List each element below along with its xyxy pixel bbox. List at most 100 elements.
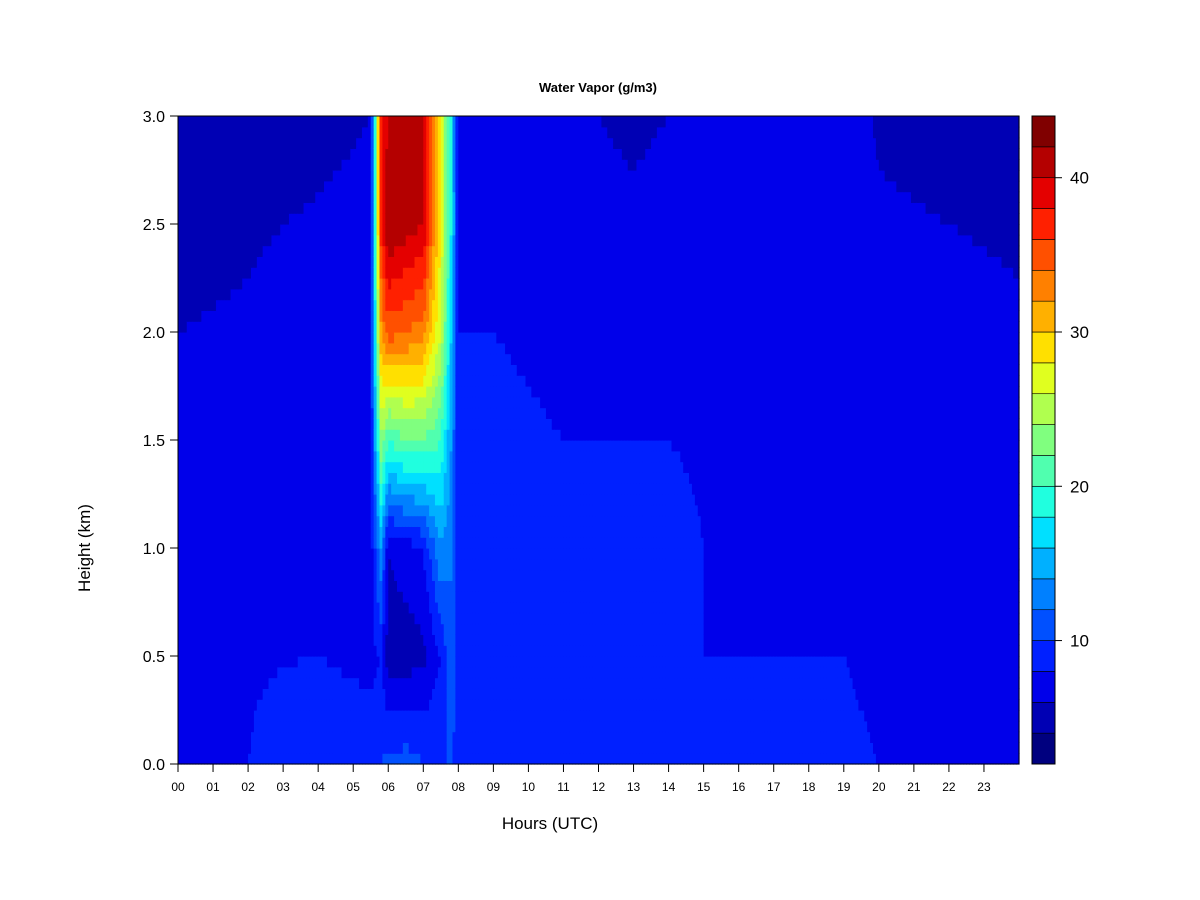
heatmap-cell (180, 645, 185, 657)
heatmap-cell (180, 742, 185, 754)
heatmap-cell (221, 720, 226, 733)
heatmap-cell (245, 645, 249, 657)
heatmap-cell (239, 224, 243, 236)
heatmap-cell (215, 321, 220, 333)
heatmap-cell (183, 515, 188, 527)
heatmap-cell (230, 504, 235, 517)
heatmap-cell (178, 558, 182, 571)
heatmap-cell (180, 483, 185, 495)
heatmap-cell (189, 440, 194, 452)
heatmap-cell (242, 202, 246, 214)
heatmap-cell (189, 386, 194, 398)
heatmap-cell (178, 515, 182, 527)
heatmap-cell (186, 234, 191, 247)
heatmap-cell (224, 202, 229, 214)
heatmap-cell (201, 580, 205, 592)
heatmap-cell (204, 440, 208, 452)
heatmap-cell (213, 267, 217, 279)
heatmap-cell (178, 537, 182, 549)
heatmap-cell (239, 666, 243, 679)
heatmap-cell (215, 494, 220, 506)
heatmap-cell (215, 234, 220, 247)
heatmap-cell (189, 591, 194, 603)
heatmap-cell (198, 753, 202, 765)
heatmap-cell (186, 656, 191, 668)
heatmap-cell (213, 353, 217, 365)
heatmap-cell (218, 418, 223, 430)
heatmap-cell (233, 753, 237, 765)
heatmap-cell (204, 656, 208, 668)
heatmap-cell (230, 461, 235, 473)
heatmap-cell (180, 364, 185, 376)
heatmap-cell (213, 299, 217, 311)
heatmap-cell (239, 710, 243, 722)
heatmap-cell (213, 321, 217, 333)
heatmap-cell (236, 224, 240, 236)
heatmap-cell (210, 148, 214, 160)
heatmap-cell (245, 504, 249, 517)
heatmap-cell (213, 472, 217, 484)
heatmap-cell (230, 472, 235, 484)
heatmap-cell (224, 450, 229, 463)
heatmap-cell (195, 256, 200, 268)
heatmap-cell (186, 299, 191, 311)
heatmap-cell (242, 548, 246, 560)
heatmap-cell (210, 191, 214, 203)
heatmap-cell (192, 126, 197, 139)
heatmap-cell (189, 407, 194, 419)
heatmap-cell (233, 126, 237, 139)
heatmap-cell (224, 116, 229, 128)
heatmap-cell (189, 666, 194, 679)
heatmap-cell (178, 569, 182, 581)
heatmap-cell (224, 429, 229, 441)
heatmap-cell (224, 407, 229, 419)
heatmap-cell (186, 364, 191, 376)
heatmap-cell (210, 202, 214, 214)
heatmap-cell (178, 602, 182, 614)
heatmap-cell (239, 137, 243, 149)
heatmap-cell (221, 364, 226, 376)
heatmap-cell (186, 526, 191, 538)
heatmap-cell (192, 634, 197, 646)
heatmap-cell (221, 202, 226, 214)
heatmap-cell (180, 472, 185, 484)
heatmap-cell (195, 375, 200, 387)
heatmap-cell (215, 699, 220, 711)
heatmap-cell (204, 288, 208, 301)
heatmap-cell (204, 645, 208, 657)
heatmap-cell (239, 310, 243, 322)
heatmap-cell (189, 267, 194, 279)
heatmap-cell (201, 170, 205, 182)
heatmap-cell (218, 591, 223, 603)
heatmap-cell (221, 234, 226, 247)
heatmap-cell (213, 310, 217, 322)
heatmap-cell (198, 332, 202, 344)
heatmap-cell (227, 332, 232, 344)
heatmap-cell (221, 213, 226, 225)
heatmap-cell (207, 688, 211, 700)
heatmap-cell (178, 440, 182, 452)
heatmap-cell (192, 656, 197, 668)
heatmap-cell (201, 591, 205, 603)
heatmap-cell (180, 321, 185, 333)
heatmap-cell (213, 396, 217, 409)
heatmap-cell (224, 375, 229, 387)
heatmap-cell (207, 418, 211, 430)
heatmap-cell (192, 548, 197, 560)
heatmap-cell (236, 548, 240, 560)
heatmap-cell (233, 720, 237, 733)
heatmap-cell (198, 548, 202, 560)
heatmap-cell (245, 602, 249, 614)
heatmap-cell (195, 180, 200, 193)
heatmap-cell (198, 116, 202, 128)
heatmap-cell (186, 472, 191, 484)
heatmap-cell (213, 677, 217, 689)
heatmap-cell (198, 429, 202, 441)
heatmap-cell (207, 753, 211, 765)
heatmap-cell (189, 483, 194, 495)
heatmap-cell (204, 159, 208, 171)
heatmap-cell (236, 677, 240, 689)
heatmap-cell (218, 483, 223, 495)
heatmap-cell (207, 440, 211, 452)
heatmap-cell (207, 569, 211, 581)
